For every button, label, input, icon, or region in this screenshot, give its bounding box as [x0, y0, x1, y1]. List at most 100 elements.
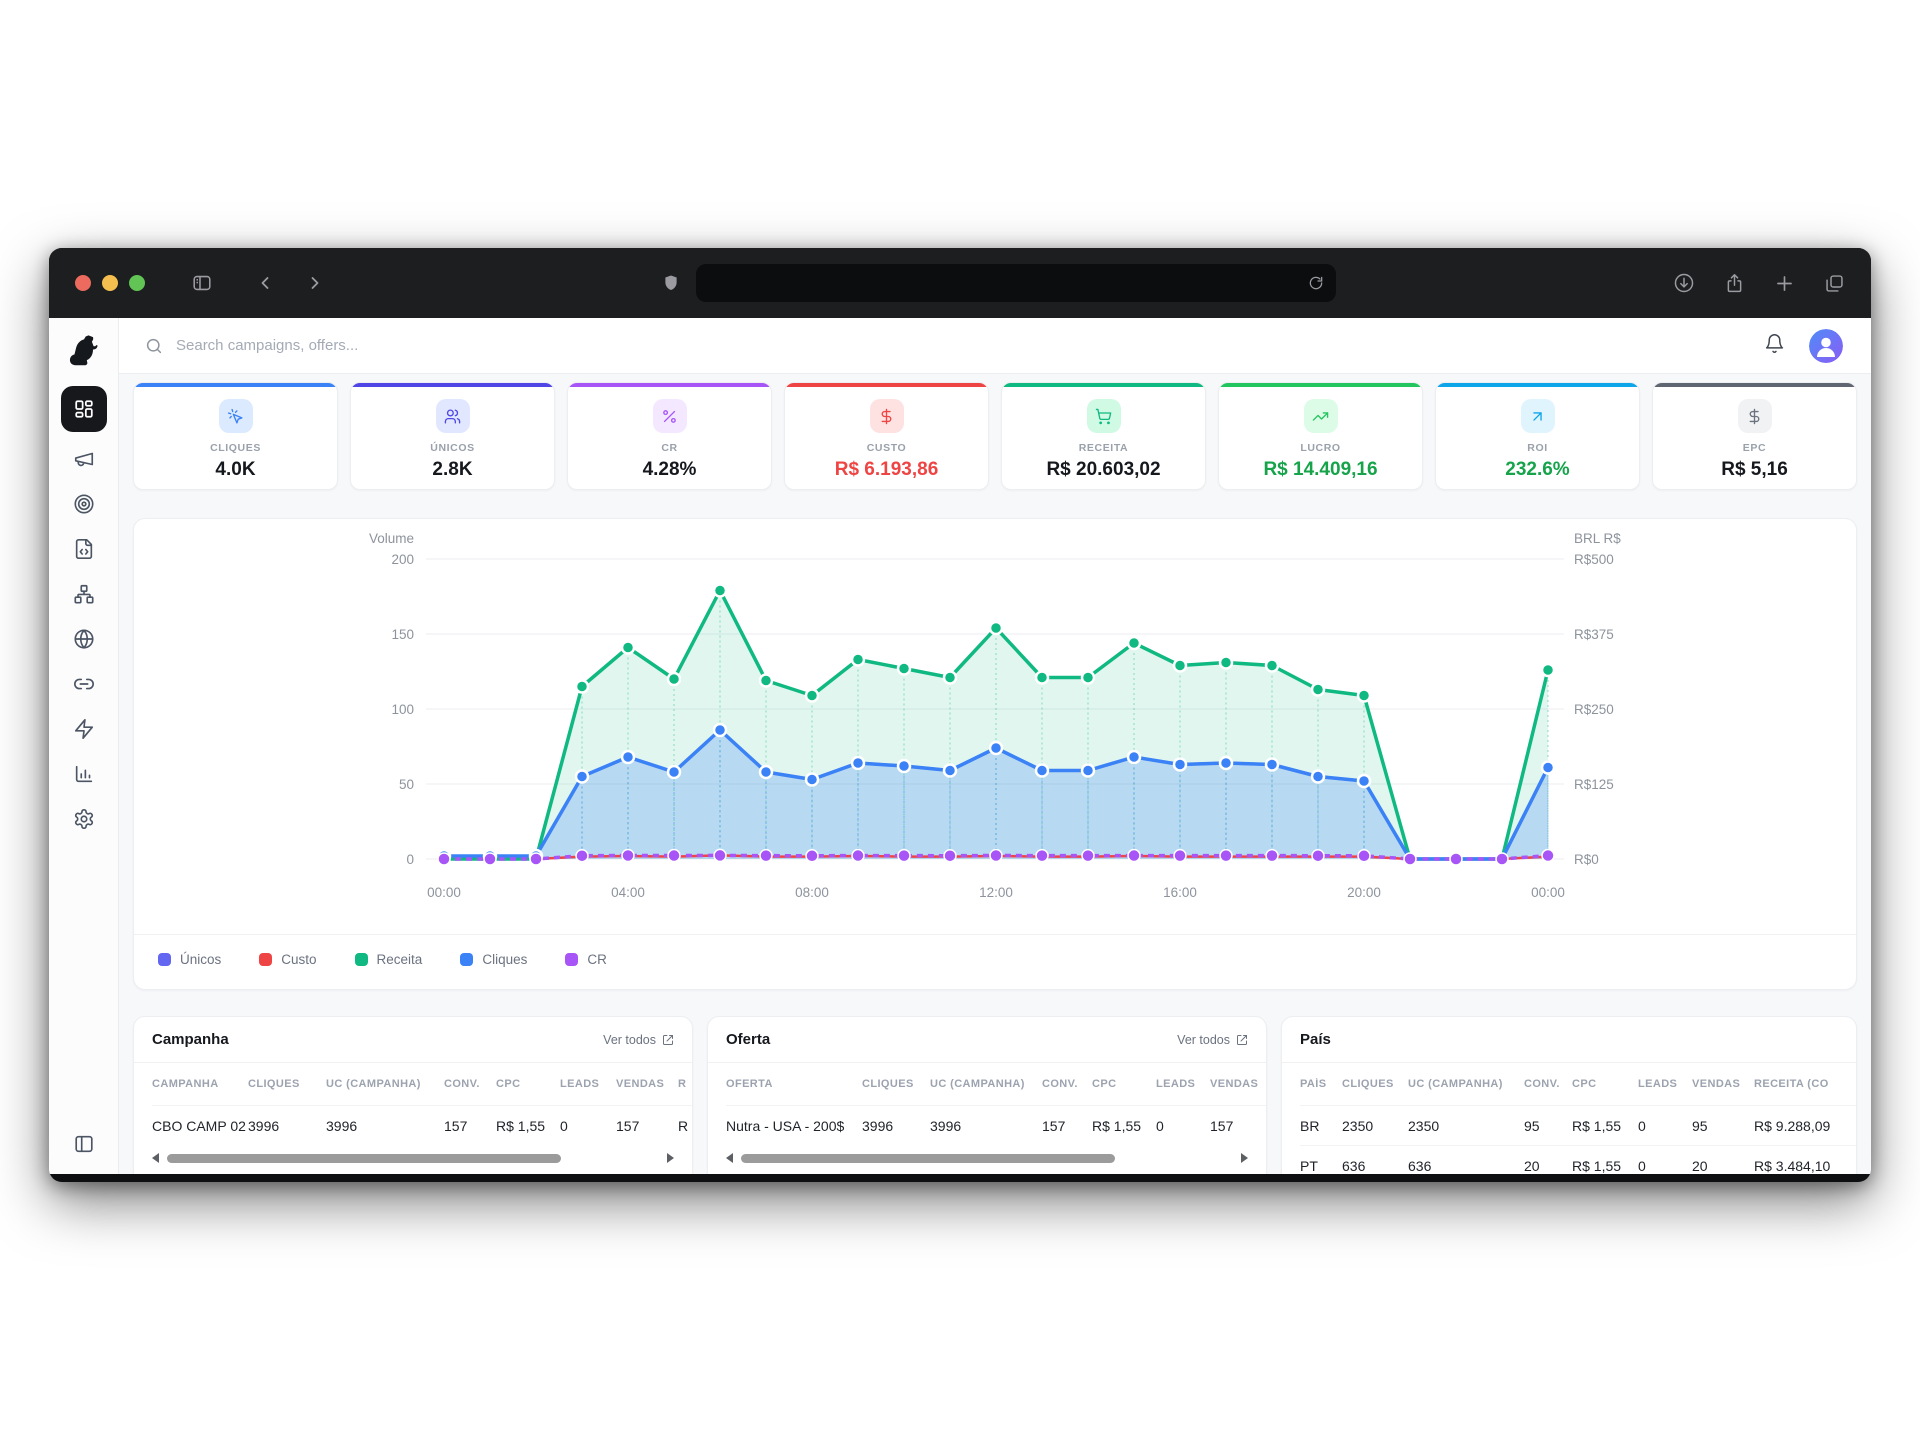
svg-text:Volume: Volume — [369, 531, 414, 546]
card-title: Oferta — [726, 1031, 771, 1048]
external-link-icon — [1237, 1034, 1247, 1045]
forward-button[interactable] — [305, 273, 325, 293]
tab-overview-icon[interactable] — [1824, 273, 1845, 294]
users-icon — [435, 399, 470, 433]
kpi-label: ROI — [1527, 442, 1548, 454]
traffic-chart-card: 0 50 100 150 200 R$0 R$125 R$250 R$375 R$500 Volum… — [133, 518, 1857, 990]
horizontal-scrollbar — [152, 1152, 674, 1164]
table-row[interactable]: CBO CAMP 02 3996 3996 157 R$ 1,55 0 157 R — [152, 1105, 692, 1145]
bar-chart-icon — [75, 765, 92, 783]
scrollbar-thumb[interactable] — [167, 1153, 561, 1163]
table-row[interactable]: Nutra - USA - 200$ 3996 3996 157 R$ 1,55 0 157 — [726, 1105, 1266, 1145]
browser-window: Search campaigns, offers... — [49, 248, 1871, 1182]
trending-up-icon — [1303, 399, 1338, 433]
scrollbar-thumb[interactable] — [741, 1153, 1115, 1163]
sidebar-item-reports[interactable] — [61, 756, 107, 792]
app-content: Search campaigns, offers... — [119, 318, 1871, 1174]
minimize-window-button[interactable] — [102, 275, 118, 291]
svg-text:R$500: R$500 — [1574, 552, 1614, 567]
svg-text:R$250: R$250 — [1574, 702, 1614, 717]
legend-item-cliques[interactable]: Cliques — [460, 952, 527, 967]
privacy-shield-icon[interactable] — [662, 273, 680, 293]
app-sidebar — [49, 318, 119, 1174]
arrow-up-right-icon — [1520, 399, 1555, 433]
chart-legend: Únicos Custo Receita Cliques CR — [152, 935, 1838, 967]
kpi-label: CUSTO — [866, 442, 907, 454]
legend-item-custo[interactable]: Custo — [259, 952, 317, 967]
reload-icon[interactable] — [1308, 275, 1324, 291]
zap-icon — [74, 719, 93, 739]
kpi-card-epc: EPC R$ 5,16 — [1652, 382, 1857, 490]
kpi-label: LUCRO — [1300, 442, 1341, 454]
search-input[interactable]: Search campaigns, offers... — [145, 337, 358, 355]
app-logo[interactable] — [62, 328, 106, 372]
cart-icon — [1086, 399, 1121, 433]
notifications-bell-icon[interactable] — [1764, 333, 1785, 359]
kpi-card-unicos: ÚNICOS 2.8K — [350, 382, 555, 490]
sidebar-collapse-icon[interactable] — [73, 1133, 95, 1160]
legend-item-cr[interactable]: CR — [565, 952, 607, 967]
back-button[interactable] — [255, 273, 275, 293]
svg-text:200: 200 — [391, 552, 414, 567]
sidebar-item-integrations[interactable] — [61, 711, 107, 747]
target-icon — [73, 494, 94, 514]
kpi-value: 232.6% — [1505, 459, 1570, 480]
ver-todos-link[interactable]: Ver todos — [603, 1033, 674, 1047]
legend-item-receita[interactable]: Receita — [354, 952, 422, 967]
search-placeholder: Search campaigns, offers... — [176, 337, 359, 354]
sidebar-item-dashboard[interactable] — [60, 386, 107, 432]
horizontal-scrollbar — [726, 1152, 1248, 1164]
clicks-icon — [218, 399, 253, 433]
kpi-value: 4.28% — [642, 459, 697, 480]
sidebar-item-campaigns[interactable] — [61, 441, 107, 477]
sidebar-item-landing-pages[interactable] — [61, 531, 107, 567]
scroll-right-arrow[interactable] — [1241, 1153, 1248, 1163]
traffic-chart: 0 50 100 150 200 R$0 R$125 R$250 R$375 R$500 Volum… — [369, 531, 1621, 900]
new-tab-icon[interactable] — [1774, 273, 1795, 294]
app-header: Search campaigns, offers... — [119, 318, 1871, 374]
dog-logo-icon — [69, 335, 97, 366]
kpi-label: RECEITA — [1078, 442, 1129, 454]
sidebar-item-domains[interactable] — [61, 621, 107, 657]
ver-todos-link[interactable]: Ver todos — [1177, 1033, 1248, 1047]
kpi-value: R$ 5,16 — [1721, 459, 1788, 480]
svg-text:50: 50 — [399, 777, 414, 792]
traffic-lights — [75, 275, 145, 291]
svg-text:0: 0 — [406, 852, 414, 867]
close-window-button[interactable] — [75, 275, 91, 291]
table-header-row: PAÍS CLIQUES UC (CAMPANHA) CONV. CPC LEADS VEN… — [1300, 1078, 1829, 1090]
sidebar-toggle-icon[interactable] — [191, 272, 213, 294]
pais-card: País PAÍS CLIQUES UC (CAMPANHA) CONV. CPC LEA… — [1281, 1016, 1857, 1174]
kpi-row: CLIQUES 4.0K ÚNICOS 2.8K — [133, 382, 1857, 490]
legend-swatch — [158, 953, 171, 966]
percent-icon — [652, 399, 687, 433]
card-title: Campanha — [152, 1031, 229, 1048]
search-icon — [146, 338, 162, 353]
dashboard-grid-icon — [74, 400, 93, 418]
table-row[interactable]: PT 636 636 20 R$ 1,55 0 20 R$ 3.484,10 — [1300, 1145, 1856, 1174]
scroll-left-arrow[interactable] — [726, 1153, 733, 1163]
globe-icon — [73, 629, 94, 649]
scroll-left-arrow[interactable] — [152, 1153, 159, 1163]
kpi-value: R$ 20.603,02 — [1046, 459, 1161, 480]
downloads-icon[interactable] — [1673, 272, 1695, 294]
legend-item-unicos[interactable]: Únicos — [158, 952, 221, 967]
zoom-window-button[interactable] — [129, 275, 145, 291]
share-icon[interactable] — [1724, 273, 1745, 294]
kpi-label: EPC — [1742, 442, 1767, 454]
avatar[interactable] — [1809, 328, 1843, 363]
scroll-right-arrow[interactable] — [667, 1153, 674, 1163]
legend-swatch — [354, 953, 368, 966]
table-header-row: OFERTA CLIQUES UC (CAMPANHA) CONV. CPC LEADS V… — [726, 1078, 1259, 1090]
sidebar-item-links[interactable] — [61, 666, 107, 702]
sidebar-item-settings[interactable] — [61, 801, 107, 837]
svg-text:04:00: 04:00 — [611, 885, 645, 900]
sidebar-item-flows[interactable] — [61, 576, 107, 612]
sidebar-item-offers[interactable] — [61, 486, 107, 522]
browser-toolbar — [49, 248, 1871, 318]
svg-text:12:00: 12:00 — [979, 885, 1013, 900]
address-bar[interactable] — [696, 264, 1336, 302]
svg-text:00:00: 00:00 — [1531, 885, 1565, 900]
table-row[interactable]: BR 2350 2350 95 R$ 1,55 0 95 R$ 9.288,09 — [1300, 1105, 1856, 1145]
